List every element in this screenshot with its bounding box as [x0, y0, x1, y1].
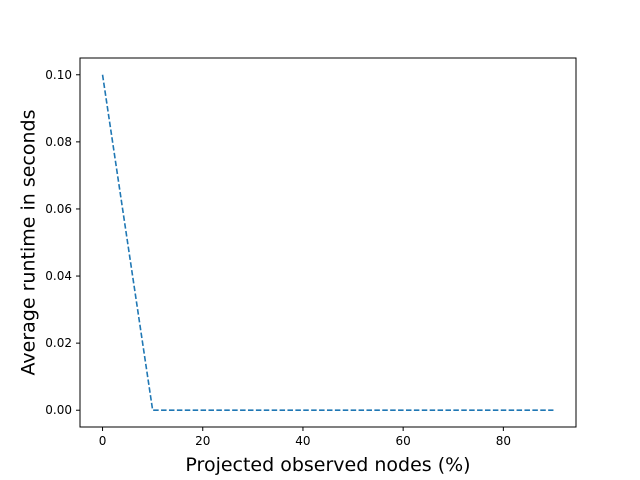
- x-axis-label: Projected observed nodes (%): [185, 454, 470, 476]
- x-tick-label: 40: [295, 434, 310, 448]
- y-tick-label: 0.06: [45, 202, 72, 216]
- y-tick-label: 0.08: [45, 135, 72, 149]
- y-axis-label: Average runtime in seconds: [18, 110, 40, 376]
- x-axis: 0 20 40 60 80: [99, 427, 511, 448]
- plot-marks: [101, 74, 554, 412]
- plot-frame: [79, 57, 577, 428]
- y-tick-label: 0.10: [45, 68, 72, 82]
- y-axis: 0.00 0.02 0.04 0.06 0.08 0.10: [45, 68, 80, 417]
- x-tick-label: 20: [195, 434, 210, 448]
- y-tick-label: 0.04: [45, 269, 72, 283]
- x-tick-label: 60: [396, 434, 411, 448]
- series-line: [101, 74, 554, 412]
- x-tick-label: 0: [99, 434, 107, 448]
- y-tick-label: 0.00: [45, 403, 72, 417]
- x-tick-label: 80: [496, 434, 511, 448]
- y-tick-label: 0.02: [45, 336, 72, 350]
